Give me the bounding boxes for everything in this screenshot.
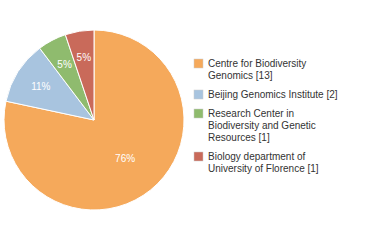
legend-label: Research Center inBiodiversity and Genet… (208, 108, 316, 143)
legend-label: Centre for BiodiversityGenomics [13] (208, 58, 306, 81)
legend-item: Research Center inBiodiversity and Genet… (194, 108, 316, 143)
legend-swatch (194, 109, 203, 118)
legend-item: Beijing Genomics Institute [2] (194, 89, 338, 100)
data-label: 76% (115, 153, 135, 164)
legend-swatch (194, 152, 203, 161)
legend-item: Centre for BiodiversityGenomics [13] (194, 58, 306, 81)
legend-swatch (194, 59, 203, 68)
pie (4, 30, 184, 210)
chart-container: 76% 11% 5% 5% Centre for BiodiversityGenomic… (0, 0, 380, 240)
legend-swatch (194, 90, 203, 99)
chart-svg: 76% 11% 5% 5% Centre for BiodiversityGenomic… (0, 0, 380, 240)
pie-slice (4, 30, 184, 210)
pie-slice (65, 30, 94, 120)
legend-label: Beijing Genomics Institute [2] (208, 89, 338, 100)
data-label: 5% (77, 52, 92, 63)
legend-item: Biology department ofUniversity of Flore… (194, 151, 319, 174)
data-label: 11% (31, 81, 50, 92)
data-labels: 76% 11% 5% 5% (31, 52, 135, 164)
legend: Centre for BiodiversityGenomics [13] Beij… (194, 58, 338, 174)
legend-label: Biology department ofUniversity of Flore… (208, 151, 319, 174)
data-label: 5% (57, 59, 72, 70)
